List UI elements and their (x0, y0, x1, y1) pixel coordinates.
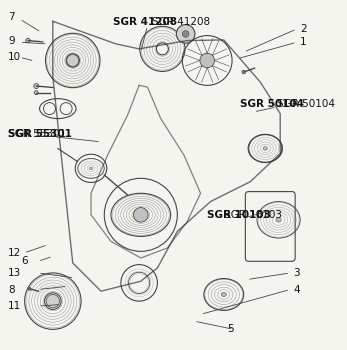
Ellipse shape (221, 293, 226, 296)
Text: SGR 50104: SGR 50104 (277, 99, 335, 108)
Circle shape (34, 91, 38, 95)
Text: 6: 6 (21, 256, 28, 266)
Text: 8: 8 (8, 285, 15, 294)
Text: SGR 50104: SGR 50104 (240, 99, 304, 108)
Circle shape (67, 55, 79, 66)
Ellipse shape (263, 147, 268, 150)
Text: SGR 41208: SGR 41208 (112, 17, 177, 27)
Text: 10: 10 (8, 52, 21, 62)
Text: SGR 10103: SGR 10103 (207, 210, 271, 220)
Text: SGR 10103: SGR 10103 (224, 210, 282, 220)
Circle shape (242, 70, 245, 74)
Ellipse shape (137, 212, 145, 218)
Text: 9: 9 (8, 36, 15, 46)
Circle shape (200, 53, 214, 68)
Circle shape (46, 294, 59, 308)
Text: 13: 13 (8, 268, 21, 278)
Circle shape (134, 208, 148, 222)
Text: 11: 11 (8, 301, 21, 311)
Circle shape (28, 287, 31, 290)
Circle shape (26, 38, 30, 43)
Text: 2: 2 (300, 24, 307, 34)
Text: SGR 55301: SGR 55301 (8, 128, 72, 139)
Text: 12: 12 (8, 248, 21, 258)
Text: 7: 7 (8, 12, 15, 22)
Circle shape (176, 25, 195, 43)
Circle shape (182, 30, 189, 37)
Ellipse shape (90, 167, 93, 170)
Text: 1: 1 (300, 37, 307, 47)
Text: SGR 55301: SGR 55301 (8, 128, 66, 139)
Text: 3: 3 (294, 268, 300, 278)
Text: 5: 5 (227, 324, 234, 334)
Text: 4: 4 (294, 285, 300, 294)
Ellipse shape (276, 218, 281, 222)
Text: SGR 41208: SGR 41208 (152, 17, 211, 27)
Circle shape (34, 84, 39, 89)
